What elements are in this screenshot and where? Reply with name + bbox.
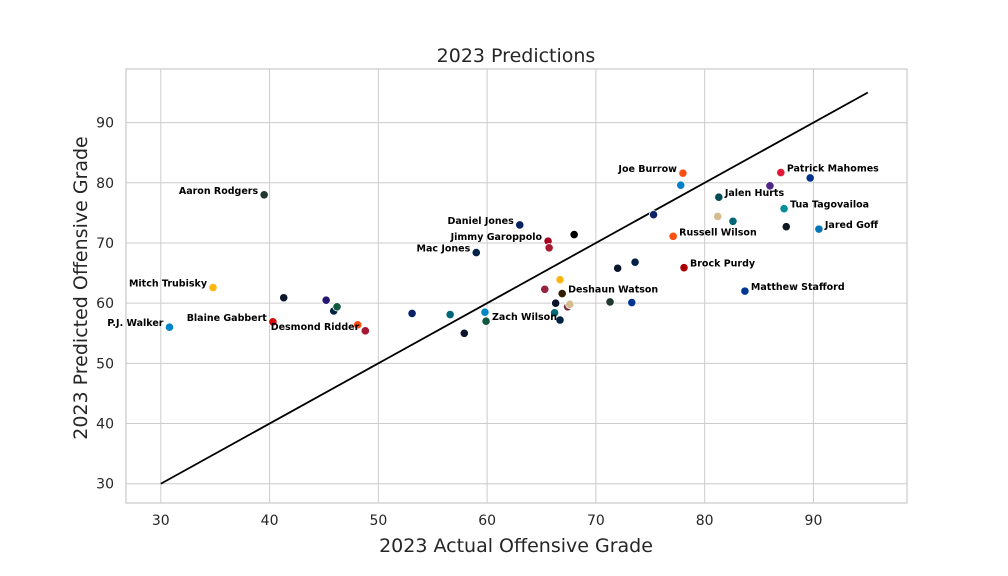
data-point [805,173,815,183]
point-label: P.J. Walker [107,318,164,329]
data-point [164,322,175,332]
data-point [555,315,565,325]
point-label: Aaron Rodgers [179,186,259,197]
y-tick-label: 60 [96,296,114,312]
point-label: Tua Tagovailoa [790,200,869,211]
point-label: Zach Wilson [492,312,557,323]
data-point [728,216,738,226]
point-labels: P.J. Walker Mitch Trubisky Aaron Rodgers Bl… [107,164,879,333]
data-point [740,286,750,296]
point-label: Joe Burrow [617,164,677,175]
data-point [515,220,525,230]
x-tick-label: 70 [587,513,605,529]
data-point [544,243,554,253]
data-point [779,204,789,214]
plot-frame [125,68,908,504]
data-point [407,308,417,318]
point-label: Mac Jones [417,244,471,255]
x-tick-label: 60 [478,513,496,529]
data-point [765,181,775,191]
data-point [551,298,561,308]
data-point [549,308,560,318]
data-point [630,257,640,267]
data-point [480,307,490,317]
data-point [332,302,342,312]
x-tick-label: 50 [369,513,387,529]
chart-title: 2023 Predictions [437,45,596,67]
point-label: Jalen Hurts [724,188,785,199]
data-point [459,328,469,338]
data-point [353,320,363,330]
data-point [648,210,659,220]
point-label: Brock Purdy [690,259,756,270]
data-point [279,293,289,303]
point-label: Russell Wilson [679,227,757,238]
data-point [679,263,689,273]
y-tick-label: 80 [96,176,114,192]
data-point [569,229,579,240]
y-tick-label: 40 [96,417,114,433]
x-tick-label: 40 [261,513,279,529]
reference-line [160,91,869,485]
point-label: Jared Goff [824,220,879,231]
data-point [321,295,331,305]
data-point [678,168,688,178]
data-point [557,288,567,299]
y-tick-label: 30 [96,477,114,493]
data-point [776,167,786,178]
data-point [613,263,623,273]
grid-lines [126,69,907,503]
data-point [668,231,678,241]
y-axis-label: 2023 Predicted Offensive Grade [70,136,92,439]
data-point [259,190,269,200]
data-point [676,180,686,190]
data-point [814,224,824,234]
point-label: Desmond Ridder [271,322,360,333]
data-point [445,309,455,320]
point-label: Blaine Gabbert [187,313,268,324]
x-tick-label: 90 [805,513,823,529]
data-points [164,167,824,338]
data-point [268,317,278,327]
y-tick-label: 50 [96,356,114,372]
x-axis-ticks: 30 40 50 60 70 80 90 [152,513,822,529]
point-label: Jimmy Garoppolo [450,232,543,243]
data-point [360,326,370,336]
point-label: Matthew Stafford [751,282,845,293]
x-axis-label: 2023 Actual Offensive Grade [379,535,653,557]
data-point [565,299,575,309]
data-point [605,297,615,307]
y-tick-label: 70 [96,236,114,252]
data-point [208,282,218,293]
point-label: Patrick Mahomes [787,164,879,175]
data-point [555,275,565,285]
y-axis-ticks: 30 40 50 60 70 80 90 [96,116,114,493]
y-tick-label: 90 [96,116,114,132]
point-label: Mitch Trubisky [129,279,208,290]
point-label: Deshaun Watson [568,285,658,296]
data-point [540,284,550,294]
data-point [713,211,723,222]
data-point [627,297,637,308]
data-point [481,316,491,326]
x-tick-label: 30 [152,513,170,529]
data-point [781,222,791,232]
data-point [714,192,724,202]
data-point [471,247,481,258]
point-label: Daniel Jones [448,216,515,227]
x-tick-label: 80 [696,513,714,529]
